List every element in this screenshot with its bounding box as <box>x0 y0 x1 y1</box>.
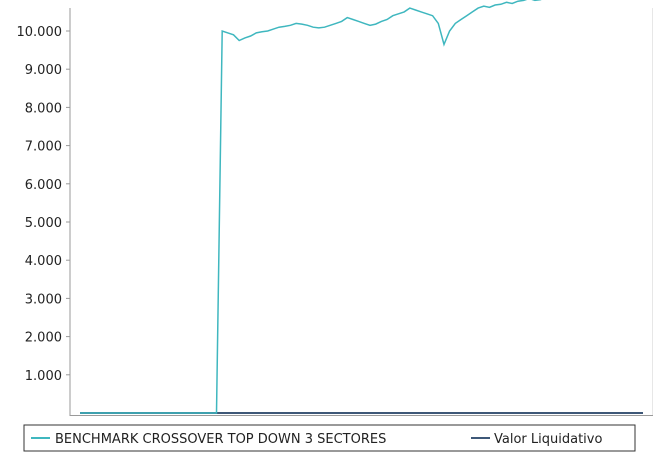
y-tick-label: 10.000 <box>17 25 63 40</box>
y-tick-label: 2.000 <box>25 331 62 346</box>
y-tick-label: 7.000 <box>25 140 62 155</box>
y-tick-label: 6.000 <box>25 178 62 193</box>
y-tick-label: 1.000 <box>25 369 62 384</box>
y-tick-label: 8.000 <box>25 101 62 116</box>
series-line-benchmark <box>80 0 542 414</box>
y-tick-label: 11.000 <box>17 0 63 2</box>
y-tick-label: 5.000 <box>25 216 62 231</box>
series-layer <box>80 0 643 414</box>
legend: BENCHMARK CROSSOVER TOP DOWN 3 SECTORES … <box>23 424 636 452</box>
y-tick-label: 3.000 <box>25 292 62 307</box>
legend-label-benchmark: BENCHMARK CROSSOVER TOP DOWN 3 SECTORES <box>55 432 386 447</box>
y-tick-label: 9.000 <box>25 63 62 78</box>
legend-box <box>23 424 636 452</box>
y-tick-label: 4.000 <box>25 254 62 269</box>
y-axis-ticks: 1.000 2.000 3.000 4.000 5.000 6.000 7.000 8.000… <box>17 0 70 384</box>
legend-label-valor: Valor Liquidativo <box>494 432 602 447</box>
